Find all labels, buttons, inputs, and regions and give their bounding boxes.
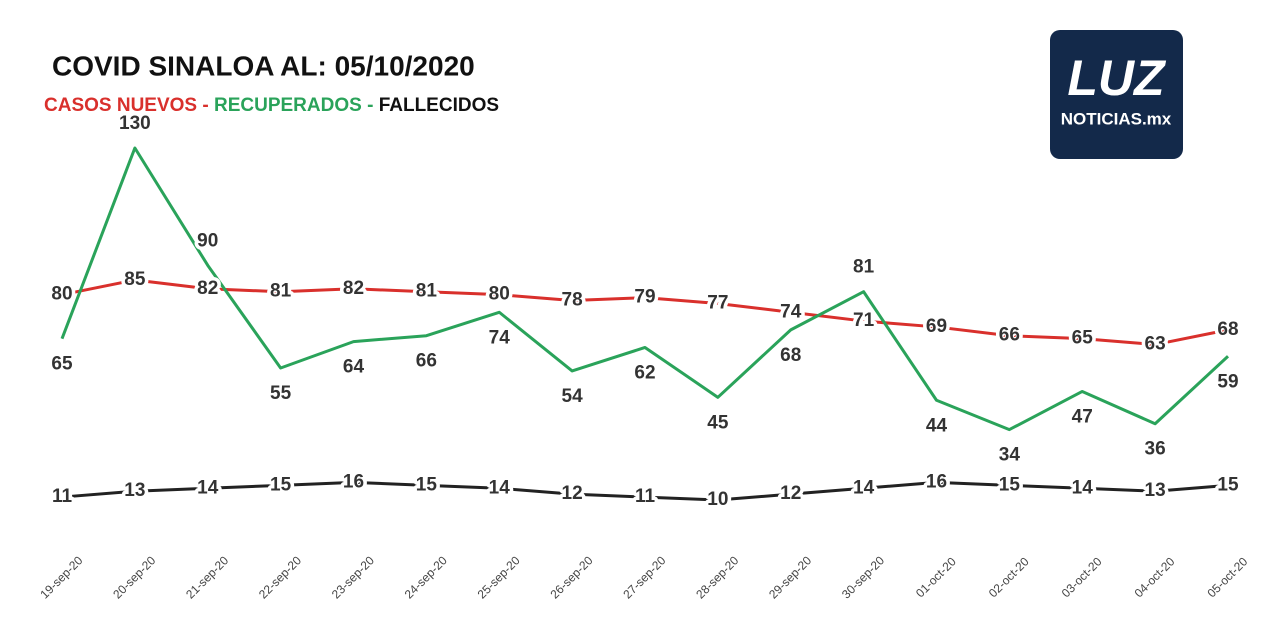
data-label: 14 (853, 477, 875, 498)
legend-separator: - (202, 95, 208, 116)
data-label: 10 (707, 489, 728, 510)
data-label: 81 (270, 281, 292, 302)
data-label: 63 (1145, 334, 1166, 355)
data-label: 85 (124, 269, 146, 290)
data-label: 77 (707, 292, 728, 313)
data-label: 74 (780, 301, 802, 322)
data-label: 62 (634, 362, 655, 383)
x-tick-label: 04-oct-20 (1132, 554, 1178, 600)
x-tick-label: 30-sep-20 (839, 553, 887, 601)
logo-name: LUZ (1067, 50, 1167, 106)
legend-entry: FALLECIDOS (379, 95, 499, 116)
data-label: 15 (1217, 474, 1239, 495)
data-label: 16 (343, 471, 364, 492)
data-label: 11 (635, 486, 656, 507)
data-label: 34 (999, 445, 1021, 466)
data-label: 80 (489, 284, 510, 305)
data-label: 80 (51, 284, 72, 305)
data-label: 68 (780, 345, 801, 366)
data-label: 45 (707, 412, 729, 433)
data-label: 47 (1072, 406, 1093, 427)
data-label: 14 (1072, 477, 1094, 498)
x-tick-label: 05-oct-20 (1205, 554, 1251, 600)
logo-tagline: NOTICIAS.mx (1061, 109, 1172, 128)
legend: CASOS NUEVOS - RECUPERADOS - FALLECIDOS (44, 95, 499, 116)
data-label: 66 (416, 351, 437, 372)
data-label: 36 (1145, 439, 1166, 460)
logo-background (1050, 30, 1183, 159)
data-label: 12 (780, 483, 801, 504)
data-label: 65 (51, 354, 73, 375)
data-label: 69 (926, 316, 947, 337)
data-label: 81 (853, 257, 875, 278)
data-label: 82 (343, 278, 364, 299)
data-label: 68 (1217, 319, 1238, 340)
data-label: 13 (1145, 480, 1166, 501)
series-line (61, 278, 1229, 347)
x-tick-label: 26-sep-20 (547, 553, 595, 601)
data-label: 55 (270, 383, 292, 404)
x-tick-label: 23-sep-20 (329, 553, 377, 601)
data-label: 81 (416, 281, 438, 302)
data-label: 59 (1217, 371, 1238, 392)
x-tick-label: 19-sep-20 (37, 553, 85, 601)
x-tick-label: 01-oct-20 (913, 554, 959, 600)
legend-entry: RECUPERADOS (214, 95, 362, 116)
data-label: 15 (416, 474, 438, 495)
data-label: 12 (562, 483, 583, 504)
data-label: 44 (926, 415, 948, 436)
data-label: 13 (124, 480, 145, 501)
data-label: 130 (119, 113, 151, 134)
x-tick-label: 28-sep-20 (693, 553, 741, 601)
x-tick-label: 27-sep-20 (620, 553, 668, 601)
x-tick-label: 20-sep-20 (110, 553, 158, 601)
x-tick-label: 02-oct-20 (986, 554, 1032, 600)
series-line (60, 146, 1230, 432)
series-line (61, 480, 1229, 502)
data-label: 14 (489, 477, 511, 498)
data-label: 64 (343, 357, 365, 378)
data-label: 71 (853, 310, 875, 331)
data-label: 15 (999, 474, 1021, 495)
legend-entry: CASOS NUEVOS (44, 95, 197, 116)
x-tick-label: 25-sep-20 (475, 553, 523, 601)
data-label: 82 (197, 278, 218, 299)
x-tick-label: 22-sep-20 (256, 553, 304, 601)
data-label: 66 (999, 325, 1020, 346)
x-tick-label: 24-sep-20 (402, 553, 450, 601)
logo: LUZ NOTICIAS.mx (1050, 30, 1183, 159)
data-label: 11 (52, 486, 73, 507)
x-tick-label: 29-sep-20 (766, 553, 814, 601)
data-label: 14 (197, 477, 219, 498)
data-label: 16 (926, 471, 947, 492)
data-label: 79 (634, 287, 655, 308)
data-label: 54 (562, 386, 584, 407)
data-label: 15 (270, 474, 292, 495)
data-label: 65 (1072, 328, 1094, 349)
x-tick-label: 21-sep-20 (183, 553, 231, 601)
data-label: 74 (489, 327, 511, 348)
legend-separator: - (367, 95, 373, 116)
data-label: 78 (562, 290, 583, 311)
x-tick-label: 03-oct-20 (1059, 554, 1105, 600)
data-label: 90 (197, 230, 218, 251)
chart-title: COVID SINALOA AL: 05/10/2020 (52, 50, 475, 81)
